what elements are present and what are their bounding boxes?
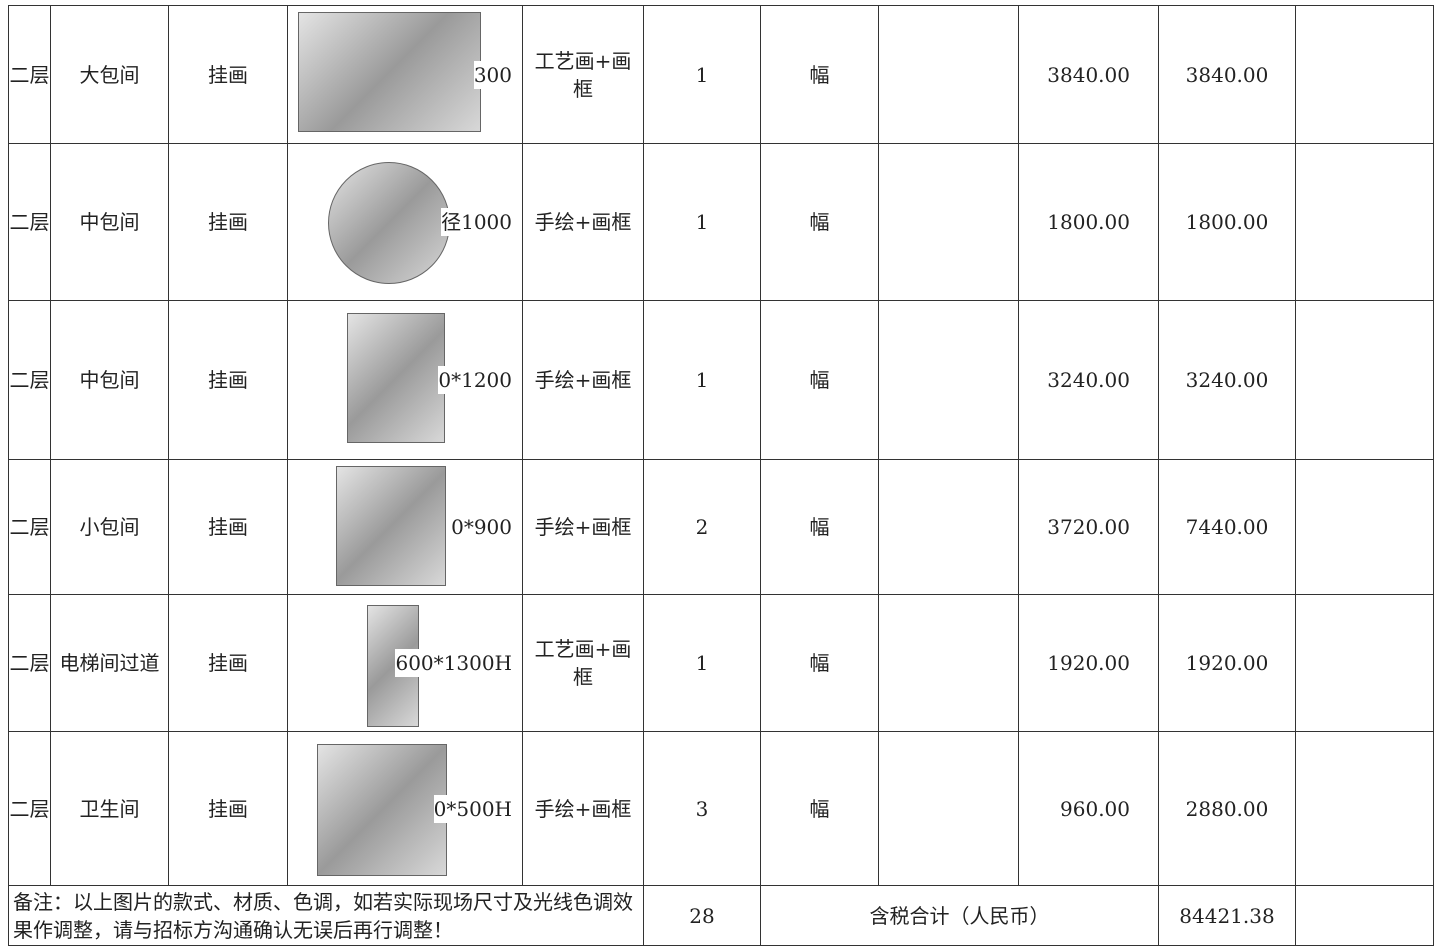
total-quantity: 28 bbox=[643, 885, 761, 946]
unit-price: 1800.00 bbox=[1018, 143, 1159, 301]
floor: 二层 bbox=[8, 5, 51, 144]
item: 挂画 bbox=[168, 143, 288, 301]
empty-cell bbox=[1295, 885, 1434, 946]
room: 小包间 bbox=[50, 459, 169, 595]
floor: 二层 bbox=[8, 300, 51, 460]
material: 工艺画+画框 bbox=[522, 5, 644, 144]
material: 手绘+画框 bbox=[522, 300, 644, 460]
table-body: 二层 大包间 挂画 300 工艺画+画框 1 幅 3840.00 3840.00 二层 中包间 挂画径… bbox=[8, 5, 1434, 946]
unit: 幅 bbox=[760, 300, 879, 460]
floor: 二层 bbox=[8, 731, 51, 886]
empty-cell bbox=[878, 459, 1019, 595]
table-row: 二层 小包间 挂画 0*900 手绘+画框 2 幅 3720.00 7440.00 bbox=[8, 459, 1434, 595]
total: 3240.00 bbox=[1158, 300, 1296, 460]
artwork-image bbox=[336, 466, 446, 586]
image-cell: 600*1300H bbox=[287, 594, 523, 732]
empty-cell bbox=[1295, 5, 1434, 144]
empty-cell bbox=[1295, 459, 1434, 595]
empty-cell bbox=[878, 300, 1019, 460]
room: 电梯间过道 bbox=[50, 594, 169, 732]
footer-row: 备注：以上图片的款式、材质、色调，如若实际现场尺寸及光线色调效果作调整，请与招标… bbox=[8, 885, 1434, 946]
unit: 幅 bbox=[760, 731, 879, 886]
unit-price: 3720.00 bbox=[1018, 459, 1159, 595]
empty-cell bbox=[1295, 594, 1434, 732]
image-cell: 0*1200 bbox=[287, 300, 523, 460]
floor: 二层 bbox=[8, 143, 51, 301]
total: 2880.00 bbox=[1158, 731, 1296, 886]
unit-price: 3840.00 bbox=[1018, 5, 1159, 144]
table-row: 二层 中包间 挂画 0*1200 手绘+画框 1 幅 3240.00 3240.00 bbox=[8, 300, 1434, 460]
unit: 幅 bbox=[760, 459, 879, 595]
unit: 幅 bbox=[760, 143, 879, 301]
floor: 二层 bbox=[8, 594, 51, 732]
material: 手绘+画框 bbox=[522, 459, 644, 595]
unit-price: 960.00 bbox=[1018, 731, 1159, 886]
unit-price: 3240.00 bbox=[1018, 300, 1159, 460]
empty-cell bbox=[878, 143, 1019, 301]
quantity: 1 bbox=[643, 143, 761, 301]
table-row: 二层 卫生间 挂画 0*500H 手绘+画框 3 幅 960.00 2880.00 bbox=[8, 731, 1434, 886]
quote-table: 二层 大包间 挂画 300 工艺画+画框 1 幅 3840.00 3840.00 二层 中包间 挂画径… bbox=[8, 5, 1434, 946]
total-label: 含税合计（人民币） bbox=[760, 885, 1159, 946]
item: 挂画 bbox=[168, 731, 288, 886]
unit: 幅 bbox=[760, 594, 879, 732]
image-cell: 径1000 bbox=[287, 143, 523, 301]
image-cell: 0*500H bbox=[287, 731, 523, 886]
total: 1800.00 bbox=[1158, 143, 1296, 301]
artwork-image bbox=[298, 12, 481, 132]
empty-cell bbox=[878, 5, 1019, 144]
floor: 二层 bbox=[8, 459, 51, 595]
total: 1920.00 bbox=[1158, 594, 1296, 732]
room: 大包间 bbox=[50, 5, 169, 144]
total: 3840.00 bbox=[1158, 5, 1296, 144]
room: 卫生间 bbox=[50, 731, 169, 886]
size-text: 径1000 bbox=[441, 208, 512, 236]
quantity: 1 bbox=[643, 594, 761, 732]
unit: 幅 bbox=[760, 5, 879, 144]
material: 工艺画+画框 bbox=[522, 594, 644, 732]
room: 中包间 bbox=[50, 300, 169, 460]
empty-cell bbox=[878, 731, 1019, 886]
item: 挂画 bbox=[168, 594, 288, 732]
quantity: 2 bbox=[643, 459, 761, 595]
empty-cell bbox=[1295, 300, 1434, 460]
item: 挂画 bbox=[168, 5, 288, 144]
quantity: 1 bbox=[643, 5, 761, 144]
table-row: 二层 大包间 挂画 300 工艺画+画框 1 幅 3840.00 3840.00 bbox=[8, 5, 1434, 144]
quantity: 1 bbox=[643, 300, 761, 460]
size-text: 300 bbox=[473, 60, 512, 89]
material: 手绘+画框 bbox=[522, 143, 644, 301]
note: 备注：以上图片的款式、材质、色调，如若实际现场尺寸及光线色调效果作调整，请与招标… bbox=[8, 885, 644, 946]
empty-cell bbox=[1295, 143, 1434, 301]
empty-cell bbox=[1295, 731, 1434, 886]
item: 挂画 bbox=[168, 300, 288, 460]
room: 中包间 bbox=[50, 143, 169, 301]
grand-total: 84421.38 bbox=[1158, 885, 1296, 946]
unit-price: 1920.00 bbox=[1018, 594, 1159, 732]
table-row: 二层 电梯间过道 挂画 600*1300H 工艺画+画框 1 幅 1920.00 1920.00 bbox=[8, 594, 1434, 732]
material: 手绘+画框 bbox=[522, 731, 644, 886]
image-cell: 300 bbox=[287, 5, 523, 144]
image-cell: 0*900 bbox=[287, 459, 523, 595]
quantity: 3 bbox=[643, 731, 761, 886]
size-text: 600*1300H bbox=[395, 649, 512, 677]
artwork-image bbox=[347, 313, 445, 443]
size-text: 0*900 bbox=[451, 513, 512, 541]
empty-cell bbox=[878, 594, 1019, 732]
table-row: 二层 中包间 挂画 径1000 手绘+画框 1 幅 1800.00 1800.00 bbox=[8, 143, 1434, 301]
item: 挂画 bbox=[168, 459, 288, 595]
size-text: 0*500H bbox=[433, 794, 512, 823]
total: 7440.00 bbox=[1158, 459, 1296, 595]
artwork-image bbox=[317, 744, 447, 876]
size-text: 0*1200 bbox=[438, 366, 512, 394]
artwork-image bbox=[328, 162, 450, 284]
